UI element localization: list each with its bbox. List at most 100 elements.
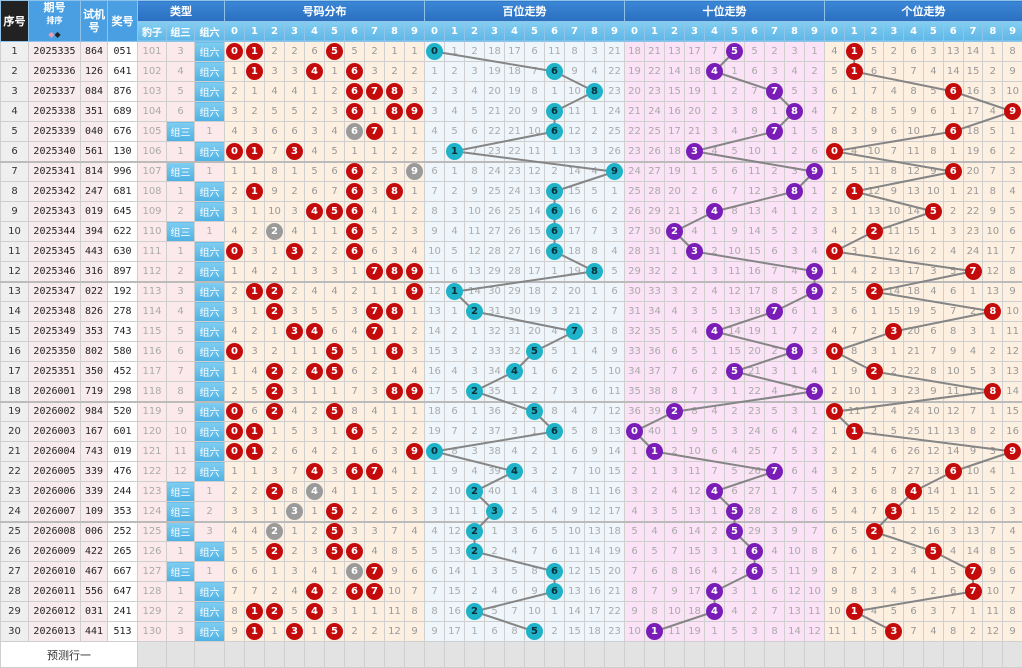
dist-cell: 3: [385, 442, 405, 462]
units-cell: 3: [864, 342, 884, 362]
row-seq: 26: [1, 542, 29, 562]
hund-cell: 1: [445, 42, 465, 62]
dist-cell: 8: [285, 482, 305, 502]
tens-cell: 26: [625, 202, 645, 222]
hit-digit-ball: 1: [246, 63, 263, 80]
hund-cell: 5: [545, 342, 565, 362]
row-seq: 24: [1, 502, 29, 522]
row-zuliu-badge: 组六: [195, 242, 225, 262]
tens-cell: 5: [785, 282, 805, 302]
hund-cell: 2: [425, 82, 445, 102]
hund-cell: 2: [565, 362, 585, 382]
tens-cell: 2: [665, 222, 685, 242]
tens-cell: 2: [705, 522, 725, 542]
hund-cell: 13: [585, 522, 605, 542]
dist-cell: 5: [325, 522, 345, 542]
row-zusan-miss: 7: [167, 362, 195, 382]
dist-cell: 0: [225, 42, 245, 62]
hit-digit-ball: 5: [326, 623, 343, 640]
row-test-number: 084: [81, 82, 108, 102]
units-cell: 2: [983, 422, 1003, 442]
hund-cell: 3: [485, 502, 505, 522]
row-baozi-miss: 110: [138, 222, 167, 242]
hund-cell: 14: [605, 442, 625, 462]
units-cell: 8: [983, 382, 1003, 402]
dist-cell: 9: [225, 622, 245, 642]
header-test: 试机号: [81, 1, 108, 42]
units-cell: 13: [924, 462, 944, 482]
dist-cell: 2: [225, 482, 245, 502]
dist-cell: 3: [285, 62, 305, 82]
hund-cell: 4: [585, 342, 605, 362]
row-baozi-miss: 111: [138, 242, 167, 262]
tens-cell: 4: [705, 602, 725, 622]
tens-cell: 10: [725, 242, 745, 262]
sort-diamond-icon[interactable]: ◆: [55, 30, 61, 39]
sort-label[interactable]: 排序: [29, 14, 80, 27]
repeat-digit-ball: 6: [346, 123, 363, 140]
tens-cell: 1: [705, 222, 725, 242]
hund-hit-ball: 0: [426, 43, 443, 60]
tens-cell: 9: [725, 222, 745, 242]
units-cell: 11: [963, 482, 983, 502]
tens-cell: 6: [745, 542, 765, 562]
row-issue: 2026002: [29, 402, 81, 422]
units-cell: 7: [825, 102, 845, 122]
tens-hit-ball: 4: [706, 203, 723, 220]
dist-cell: 4: [305, 562, 325, 582]
units-cell: 13: [943, 42, 963, 62]
dist-cell: 8: [265, 162, 285, 182]
hund-cell: 8: [425, 602, 445, 622]
dist-cell: 1: [225, 62, 245, 82]
header-issue-sort[interactable]: 期号 排序 ◆◆: [29, 1, 81, 42]
tens-cell: 12: [785, 582, 805, 602]
units-hit-ball: 6: [945, 83, 962, 100]
header-zuliu: 组六: [195, 21, 225, 42]
units-cell: 3: [825, 302, 845, 322]
units-cell: 21: [904, 342, 924, 362]
tens-cell: 20: [665, 182, 685, 202]
hund-cell: 3: [505, 422, 525, 442]
units-cell: 1: [825, 262, 845, 282]
row-seq: 19: [1, 402, 29, 422]
header-units-digit: 5: [924, 21, 944, 42]
row-issue: 2025337: [29, 82, 81, 102]
units-cell: 10: [825, 602, 845, 622]
hit-digit-ball: 6: [346, 243, 363, 260]
hund-cell: 4: [465, 82, 485, 102]
row-test-number: 350: [81, 362, 108, 382]
dist-cell: 1: [305, 622, 325, 642]
row-draw-number: 513: [108, 622, 138, 642]
units-cell: 1: [864, 302, 884, 322]
dist-cell: 2: [245, 482, 265, 502]
hund-cell: 7: [465, 142, 485, 162]
units-cell: 6: [943, 162, 963, 182]
row-draw-number: 641: [108, 62, 138, 82]
dist-cell: 10: [265, 202, 285, 222]
dist-cell: 6: [245, 402, 265, 422]
tens-cell: 5: [705, 302, 725, 322]
units-cell: 19: [904, 302, 924, 322]
hund-cell: 13: [425, 302, 445, 322]
units-cell: 10: [983, 582, 1003, 602]
tens-cell: 3: [685, 302, 705, 322]
dist-cell: 3: [285, 142, 305, 162]
row-seq: 30: [1, 622, 29, 642]
hund-cell: 1: [445, 142, 465, 162]
dist-cell: 1: [385, 42, 405, 62]
units-cell: 4: [924, 622, 944, 642]
dist-cell: 2: [305, 102, 325, 122]
hund-cell: 11: [425, 262, 445, 282]
units-cell: 11: [924, 422, 944, 442]
units-cell: 2: [825, 182, 845, 202]
row-seq: 22: [1, 462, 29, 482]
hund-cell: 17: [525, 262, 545, 282]
dist-cell: 0: [225, 422, 245, 442]
dist-cell: 4: [405, 362, 425, 382]
hund-cell: 2: [445, 322, 465, 342]
tens-cell: 8: [745, 102, 765, 122]
row-zuliu-badge: 组六: [195, 42, 225, 62]
hund-cell: 2: [465, 542, 485, 562]
hund-cell: 4: [585, 62, 605, 82]
